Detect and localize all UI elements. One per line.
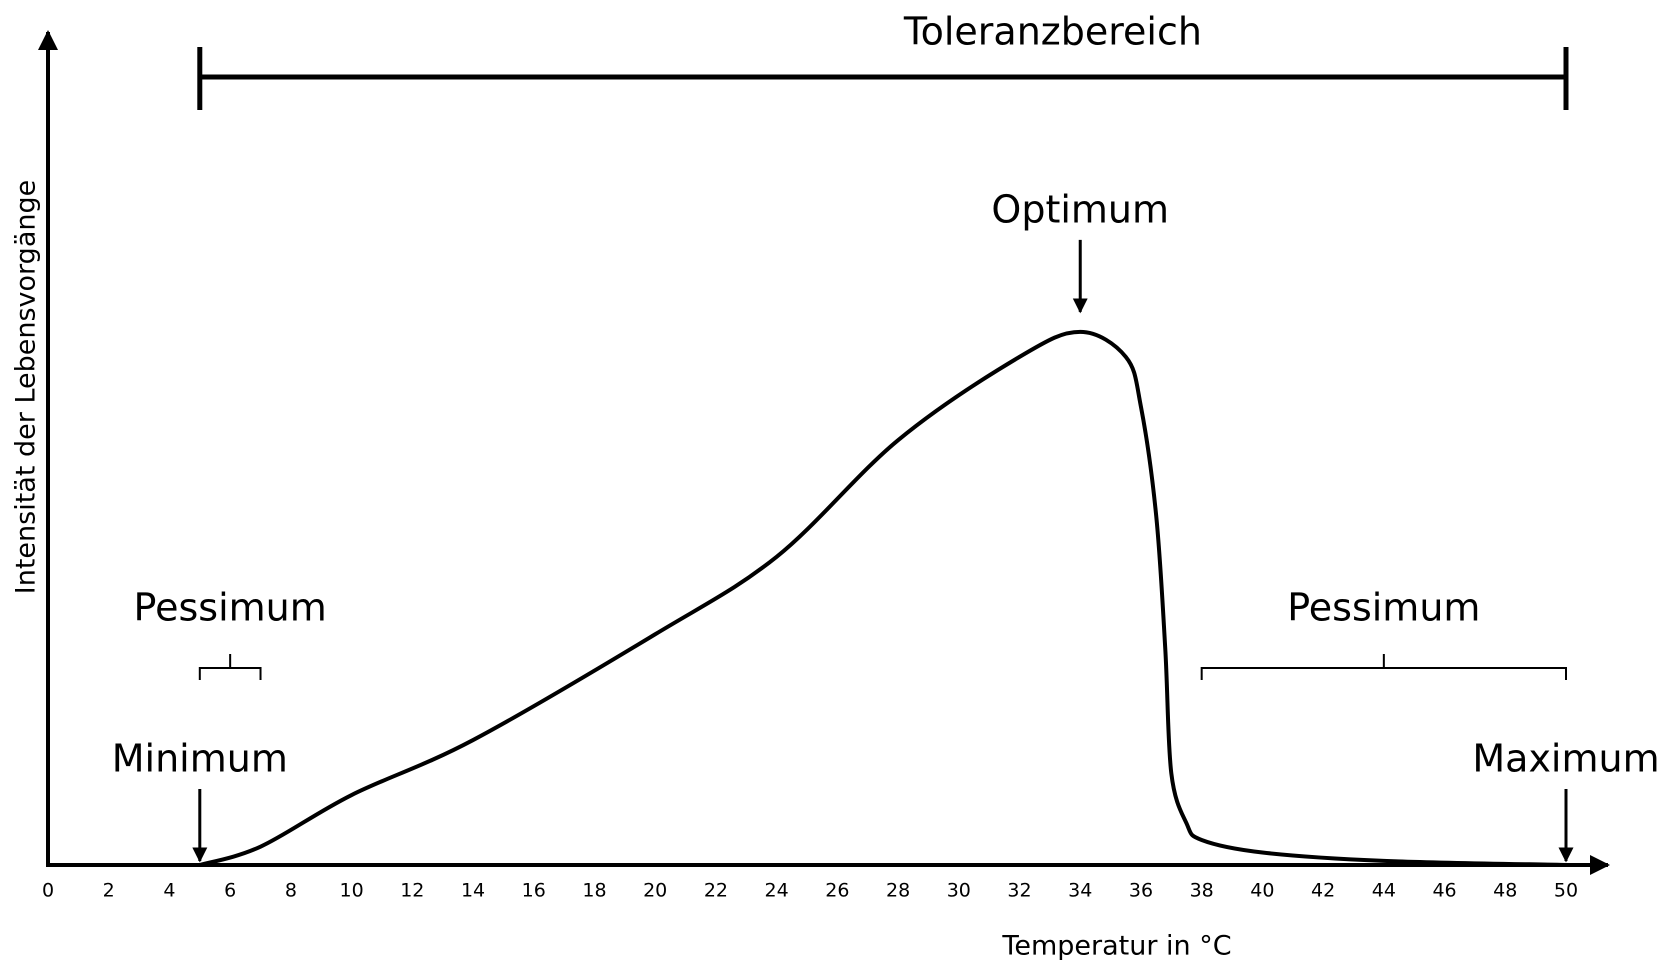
x-tick-label: 38: [1190, 880, 1214, 902]
x-tick-label: 42: [1311, 880, 1335, 902]
pessimum-label: Pessimum: [134, 586, 327, 630]
x-tick-label: 12: [400, 880, 424, 902]
x-tick-label: 30: [947, 880, 971, 902]
pessimum-label: Pessimum: [1287, 586, 1480, 630]
x-tick-label: 50: [1554, 880, 1578, 902]
x-tick-label: 16: [522, 880, 546, 902]
x-tick-label: 32: [1007, 880, 1031, 902]
annotation-label: Maximum: [1472, 737, 1659, 781]
x-tick-label: 44: [1372, 880, 1396, 902]
pessimum-bracket: [198, 654, 262, 680]
curve: [199, 329, 1567, 867]
x-tick-label: 10: [340, 880, 364, 902]
x-tick-label: 24: [765, 880, 789, 902]
x-tick-label: 46: [1432, 880, 1456, 902]
x-tick-label: 2: [103, 880, 115, 902]
x-tick-label: 28: [886, 880, 910, 902]
x-tick-label: 22: [704, 880, 728, 902]
x-tick-label: 4: [163, 880, 175, 902]
y-axis-title: Intensität der Lebensvorgänge: [11, 180, 42, 594]
x-tick-label: 40: [1250, 880, 1274, 902]
x-tick-label: 0: [42, 880, 54, 902]
annotation-label: Minimum: [112, 737, 288, 781]
x-tick-label: 26: [825, 880, 849, 902]
x-tick-label: 8: [285, 880, 297, 902]
x-tick-label: 6: [224, 880, 236, 902]
x-tick-label: 36: [1129, 880, 1153, 902]
annotation-label: Optimum: [991, 187, 1169, 231]
x-tick-label: 18: [582, 880, 606, 902]
x-tick-label: 20: [643, 880, 667, 902]
x-tick-label: 14: [461, 880, 485, 902]
pessimum-bracket: [1200, 654, 1567, 680]
tolerance-label: Toleranzbereich: [903, 10, 1202, 54]
x-tick-label: 34: [1068, 880, 1092, 902]
x-tick-label: 48: [1493, 880, 1517, 902]
x-axis-title: Temperatur in °C: [1001, 931, 1231, 962]
